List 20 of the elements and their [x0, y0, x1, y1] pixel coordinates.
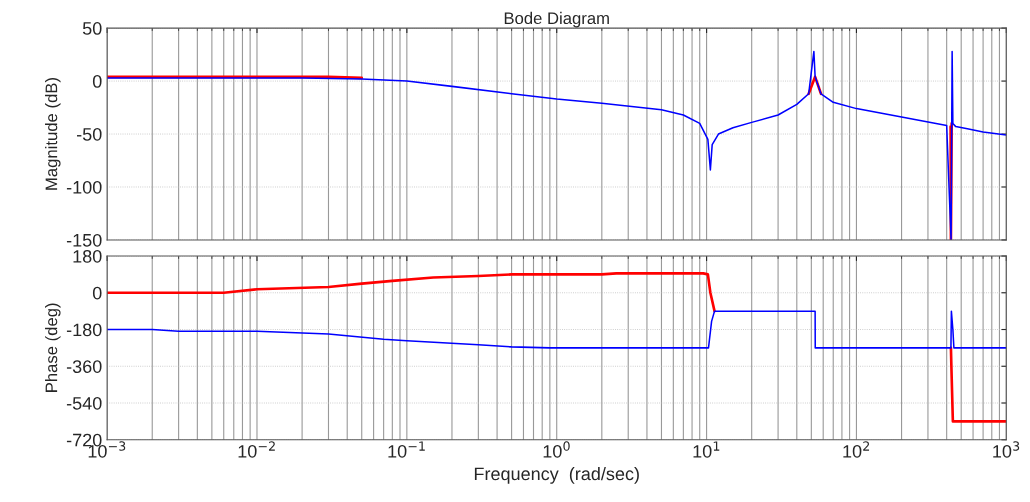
y-tick-label: 0 — [92, 75, 102, 88]
y-tick-label: -360 — [66, 360, 102, 373]
x-tick-label: 10$^{2}$ — [843, 441, 870, 458]
y-tick-label: 0 — [92, 286, 102, 300]
x-tick-label: 10$^{0}$ — [543, 441, 570, 458]
y-tick-label: -100 — [66, 180, 102, 194]
chart-title: Bode Diagram — [504, 11, 609, 28]
y-axis-title: Phase (deg) — [45, 303, 61, 392]
y-tick-label: -540 — [66, 396, 102, 410]
y-tick-label: 180 — [73, 249, 102, 263]
y-tick-label: -50 — [76, 127, 102, 141]
y-tick-label: 50 — [82, 22, 102, 35]
x-axis-title: Frequency (rad/sec) — [474, 467, 639, 484]
x-tick-label: 10$^{1}$ — [693, 441, 720, 458]
x-tick-label: 10$^{3}$ — [993, 441, 1020, 458]
y-tick-label: -180 — [66, 323, 102, 337]
y-tick-label: -150 — [66, 233, 102, 247]
y-axis-title: Magnitude (dB) — [45, 78, 61, 190]
x-tick-label: 10$^{−2}$ — [238, 441, 275, 458]
x-tick-label: 10$^{−1}$ — [388, 441, 425, 458]
